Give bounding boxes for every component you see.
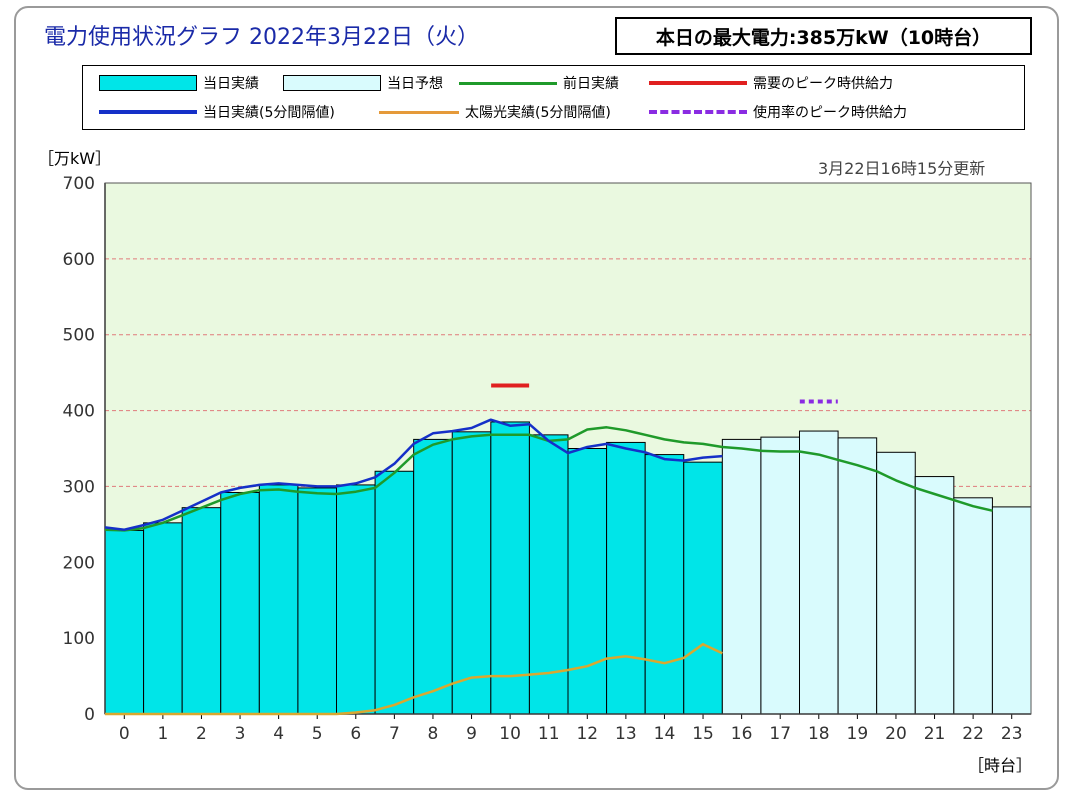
x-tick-label: 10 [499, 724, 521, 744]
bar-actual [220, 491, 260, 715]
bar-forecast [721, 438, 762, 715]
legend-swatch-forecast [283, 75, 381, 91]
y-tick-label: 300 [63, 477, 95, 497]
y-tick-label: 500 [63, 326, 95, 346]
x-tick-label: 15 [692, 724, 714, 744]
legend-label: 当日実績(5分間隔値) [203, 105, 335, 121]
x-tick-label: 8 [428, 724, 439, 744]
x-tick-label: 6 [350, 724, 361, 744]
x-tick-label: 13 [615, 724, 637, 744]
bar-actual [567, 448, 608, 715]
legend-item-actual-5min: 当日実績(5分間隔値) [99, 103, 335, 121]
bar-actual [258, 484, 299, 715]
bar-forecast [876, 451, 916, 715]
actual-5min-line [104, 418, 723, 531]
x-tick-label: 4 [273, 724, 284, 744]
x-axis-unit: ［時台］ [968, 756, 1033, 775]
legend-label: 使用率のピーク時供給力 [753, 105, 907, 121]
x-tick-label: 5 [312, 724, 323, 744]
bar-actual [606, 441, 646, 715]
bar-actual [374, 470, 415, 715]
bar-forecast [799, 430, 839, 715]
bar-actual [297, 487, 337, 715]
x-tick-label: 18 [808, 724, 830, 744]
bar-forecast [914, 476, 955, 715]
bar-actual [528, 434, 569, 715]
legend-line-actual-5min [99, 110, 197, 114]
x-tick-label: 16 [731, 724, 753, 744]
y-tick-label: 400 [63, 402, 95, 422]
legend-line-prev-day [459, 81, 557, 85]
x-tick-label: 21 [924, 724, 946, 744]
legend-label: 需要のピーク時供給力 [753, 76, 893, 92]
bar-actual [683, 461, 723, 715]
x-tick-label: 23 [1001, 724, 1023, 744]
bar-actual [490, 421, 530, 715]
bar-actual [336, 484, 376, 715]
y-tick-label: 700 [63, 174, 95, 194]
x-tick-label: 7 [389, 724, 400, 744]
x-tick-label: 2 [196, 724, 207, 744]
legend: 当日実績 当日予想 前日実績 需要のピーク時供給力 当日実績(5分間隔値) 太陽… [82, 65, 1025, 130]
legend-item-usage-peak: 使用率のピーク時供給力 [649, 103, 907, 121]
plot-border [104, 182, 1032, 715]
solar-line [105, 642, 723, 716]
bar-actual [181, 507, 222, 715]
chart-title: 電力使用状況グラフ 2022年3月22日（火） [44, 25, 479, 50]
x-tick-label: 22 [962, 724, 984, 744]
legend-label: 当日実績 [203, 76, 259, 92]
legend-label: 当日予想 [387, 76, 443, 92]
legend-swatch-actual [99, 75, 197, 91]
y-axis-unit: ［万kW］ [38, 149, 112, 168]
bar-actual [451, 431, 492, 715]
x-tick-label: 12 [576, 724, 598, 744]
x-tick-label: 20 [885, 724, 907, 744]
legend-item-prev-day: 前日実績 [459, 74, 619, 92]
bar-actual [413, 438, 453, 715]
bar-actual [644, 454, 685, 715]
x-tick-label: 14 [654, 724, 676, 744]
legend-item-actual: 当日実績 [99, 74, 259, 92]
x-tick-label: 17 [769, 724, 791, 744]
bar-forecast [953, 497, 993, 715]
legend-label: 太陽光実績(5分間隔値) [465, 105, 611, 121]
legend-line-usage-peak [649, 110, 747, 114]
y-tick-label: 0 [84, 705, 95, 725]
x-tick-label: 1 [157, 724, 168, 744]
bar-actual [143, 522, 183, 715]
bar-actual [104, 529, 145, 715]
legend-line-demand-peak [649, 81, 747, 85]
y-tick-label: 200 [63, 553, 95, 573]
legend-item-forecast: 当日予想 [283, 74, 443, 92]
updated-timestamp: 3月22日16時15分更新 [818, 159, 986, 178]
max-power-box: 本日の最大電力:385万kW（10時台） [615, 17, 1032, 55]
x-tick-label: 3 [235, 724, 246, 744]
bar-forecast [760, 436, 801, 715]
bar-forecast [837, 437, 878, 715]
legend-line-solar [379, 110, 459, 114]
x-tick-label: 19 [847, 724, 869, 744]
y-tick-label: 100 [63, 629, 95, 649]
y-tick-label: 600 [63, 250, 95, 270]
x-tick-label: 0 [119, 724, 130, 744]
bar-forecast [991, 506, 1032, 715]
x-tick-label: 11 [538, 724, 560, 744]
legend-label: 前日実績 [563, 76, 619, 92]
legend-item-demand-peak: 需要のピーク時供給力 [649, 74, 893, 92]
legend-item-solar: 太陽光実績(5分間隔値) [379, 103, 611, 121]
x-tick-label: 9 [466, 724, 477, 744]
